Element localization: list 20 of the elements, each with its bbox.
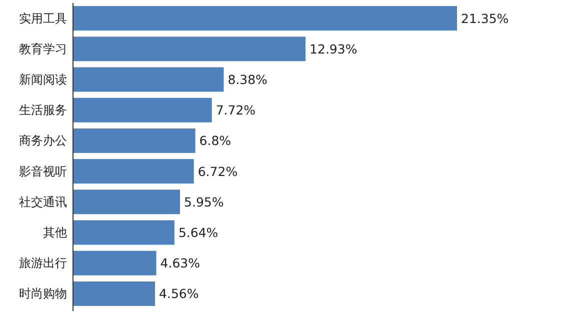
y-tick-label: 其他 <box>43 226 67 240</box>
y-tick-label: 时尚购物 <box>19 286 67 301</box>
data-label: 5.95% <box>184 194 224 210</box>
data-label: 6.72% <box>198 164 238 179</box>
y-tick-label: 商务办公 <box>19 134 67 148</box>
data-label: 8.38% <box>228 72 268 87</box>
data-label: 21.35% <box>461 10 509 26</box>
y-tick-label: 新闻阅读 <box>19 72 67 86</box>
data-label: 12.93% <box>310 41 358 56</box>
y-tick-label: 影音视听 <box>19 164 67 178</box>
data-label: 5.64% <box>178 225 218 240</box>
data-label: 6.8% <box>199 133 232 148</box>
data-label: 4.63% <box>160 256 200 271</box>
y-tick-label: 生活服务 <box>19 103 67 118</box>
y-tick-label: 社交通讯 <box>19 194 67 209</box>
y-tick-label: 教育学习 <box>19 42 67 56</box>
data-label: 4.56% <box>159 286 199 302</box>
y-tick-label: 旅游出行 <box>19 256 67 270</box>
y-tick-label: 实用工具 <box>19 11 67 26</box>
data-label: 7.72% <box>216 102 256 118</box>
